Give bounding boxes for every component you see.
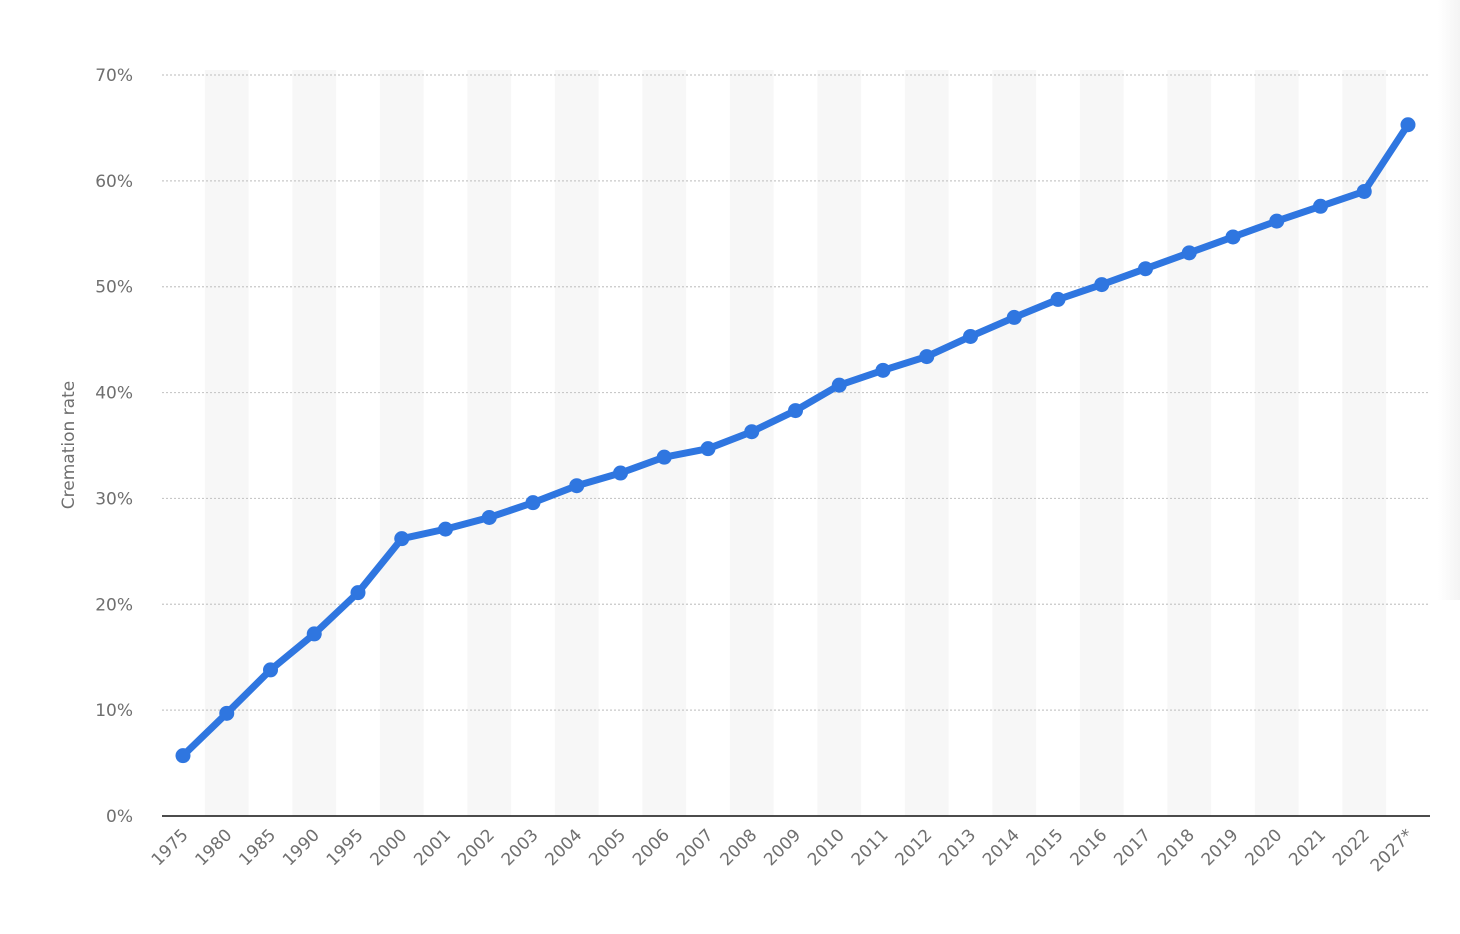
data-point-2014[interactable] <box>1006 309 1022 325</box>
series-line-cremation-rate <box>179 121 1412 760</box>
x-tick-label-1995: 1995 <box>323 825 368 870</box>
column-band-2002 <box>467 70 512 816</box>
y-axis-title: Cremation rate <box>59 381 79 509</box>
column-band-2010 <box>817 70 862 816</box>
data-point-2022[interactable] <box>1356 183 1372 199</box>
data-point-1980[interactable] <box>219 705 235 721</box>
data-point-2011[interactable] <box>875 362 891 378</box>
x-tick-label-2006: 2006 <box>629 825 674 870</box>
data-points <box>175 117 1416 764</box>
data-point-2016[interactable] <box>1094 277 1110 293</box>
x-tick-label-2001: 2001 <box>410 825 455 870</box>
column-band-2022 <box>1342 70 1387 816</box>
y-tick-label: 70% <box>95 66 133 86</box>
x-tick-label-2019: 2019 <box>1198 825 1243 870</box>
data-point-1990[interactable] <box>306 626 322 642</box>
x-tick-label-2005: 2005 <box>585 825 630 870</box>
data-point-2010[interactable] <box>831 377 847 393</box>
y-tick-label: 40% <box>95 384 133 404</box>
x-tick-label-2008: 2008 <box>717 825 762 870</box>
x-tick-label-2004: 2004 <box>542 825 587 870</box>
column-band-1990 <box>292 70 337 816</box>
x-tick-label-2010: 2010 <box>804 825 849 870</box>
data-point-2012[interactable] <box>919 349 935 365</box>
column-band-2016 <box>1079 70 1124 816</box>
x-tick-label-1990: 1990 <box>279 825 324 870</box>
data-point-2000[interactable] <box>394 531 410 547</box>
column-band-2018 <box>1167 70 1212 816</box>
data-point-2017[interactable] <box>1138 261 1153 277</box>
y-tick-label: 50% <box>95 278 133 298</box>
column-band-2008 <box>729 70 774 816</box>
y-tick-label: 60% <box>95 172 133 192</box>
x-tick-label-2012: 2012 <box>892 825 937 870</box>
data-point-2005[interactable] <box>613 465 628 481</box>
data-point-2008[interactable] <box>744 424 760 440</box>
y-tick-label: 0% <box>106 807 133 827</box>
alternating-column-bands <box>204 70 1387 816</box>
data-point-2001[interactable] <box>438 521 453 537</box>
x-tick-label-2027*: 2027* <box>1367 825 1418 876</box>
data-point-2018[interactable] <box>1181 245 1197 261</box>
x-tick-label-2017: 2017 <box>1110 825 1155 870</box>
y-axis-tick-labels: 0% 10% 20% 30% 40% 50% 60% 70% <box>95 66 133 827</box>
column-band-1980 <box>204 70 249 816</box>
y-tick-label: 20% <box>95 595 133 615</box>
data-point-1995[interactable] <box>350 585 366 601</box>
data-point-1975[interactable] <box>175 748 191 764</box>
x-tick-label-2011: 2011 <box>848 825 893 870</box>
horizontal-gridlines <box>162 74 1430 711</box>
y-tick-label: 10% <box>95 701 133 721</box>
x-tick-label-2002: 2002 <box>454 825 499 870</box>
x-tick-label-2013: 2013 <box>935 825 980 870</box>
x-tick-label-2020: 2020 <box>1242 825 1287 870</box>
data-point-2009[interactable] <box>788 403 803 419</box>
data-point-2007[interactable] <box>700 441 716 457</box>
data-point-2006[interactable] <box>656 449 672 465</box>
x-tick-label-2018: 2018 <box>1154 825 1199 870</box>
data-point-2027*[interactable] <box>1400 117 1416 133</box>
x-tick-label-1975: 1975 <box>148 825 193 870</box>
y-tick-label: 30% <box>95 489 133 509</box>
x-tick-label-1985: 1985 <box>235 825 280 870</box>
x-tick-label-2021: 2021 <box>1285 825 1330 870</box>
x-tick-label-2016: 2016 <box>1067 825 1112 870</box>
x-tick-label-1980: 1980 <box>192 825 237 870</box>
column-band-2006 <box>642 70 687 816</box>
x-tick-label-2003: 2003 <box>498 825 543 870</box>
x-tick-label-2007: 2007 <box>673 825 718 870</box>
data-point-2021[interactable] <box>1313 198 1328 214</box>
data-point-2020[interactable] <box>1269 213 1285 229</box>
data-point-1985[interactable] <box>263 662 278 678</box>
x-tick-label-2015: 2015 <box>1023 825 1068 870</box>
x-tick-label-2014: 2014 <box>979 825 1024 870</box>
data-point-2004[interactable] <box>569 478 585 494</box>
column-band-2012 <box>904 70 949 816</box>
data-point-2002[interactable] <box>481 509 497 525</box>
data-point-2019[interactable] <box>1225 229 1241 245</box>
column-band-2004 <box>554 70 599 816</box>
x-axis-tick-labels: 1975 1980 1985 1990 1995 2000 2001 2002 2003 2004… <box>148 825 1418 876</box>
data-point-2003[interactable] <box>525 495 541 511</box>
column-band-2014 <box>992 70 1037 816</box>
column-band-2020 <box>1254 70 1299 816</box>
data-point-2013[interactable] <box>963 328 978 344</box>
column-band-2000 <box>379 70 424 816</box>
x-tick-label-2000: 2000 <box>367 825 412 870</box>
x-tick-label-2009: 2009 <box>760 825 805 870</box>
data-point-2015[interactable] <box>1050 291 1066 307</box>
